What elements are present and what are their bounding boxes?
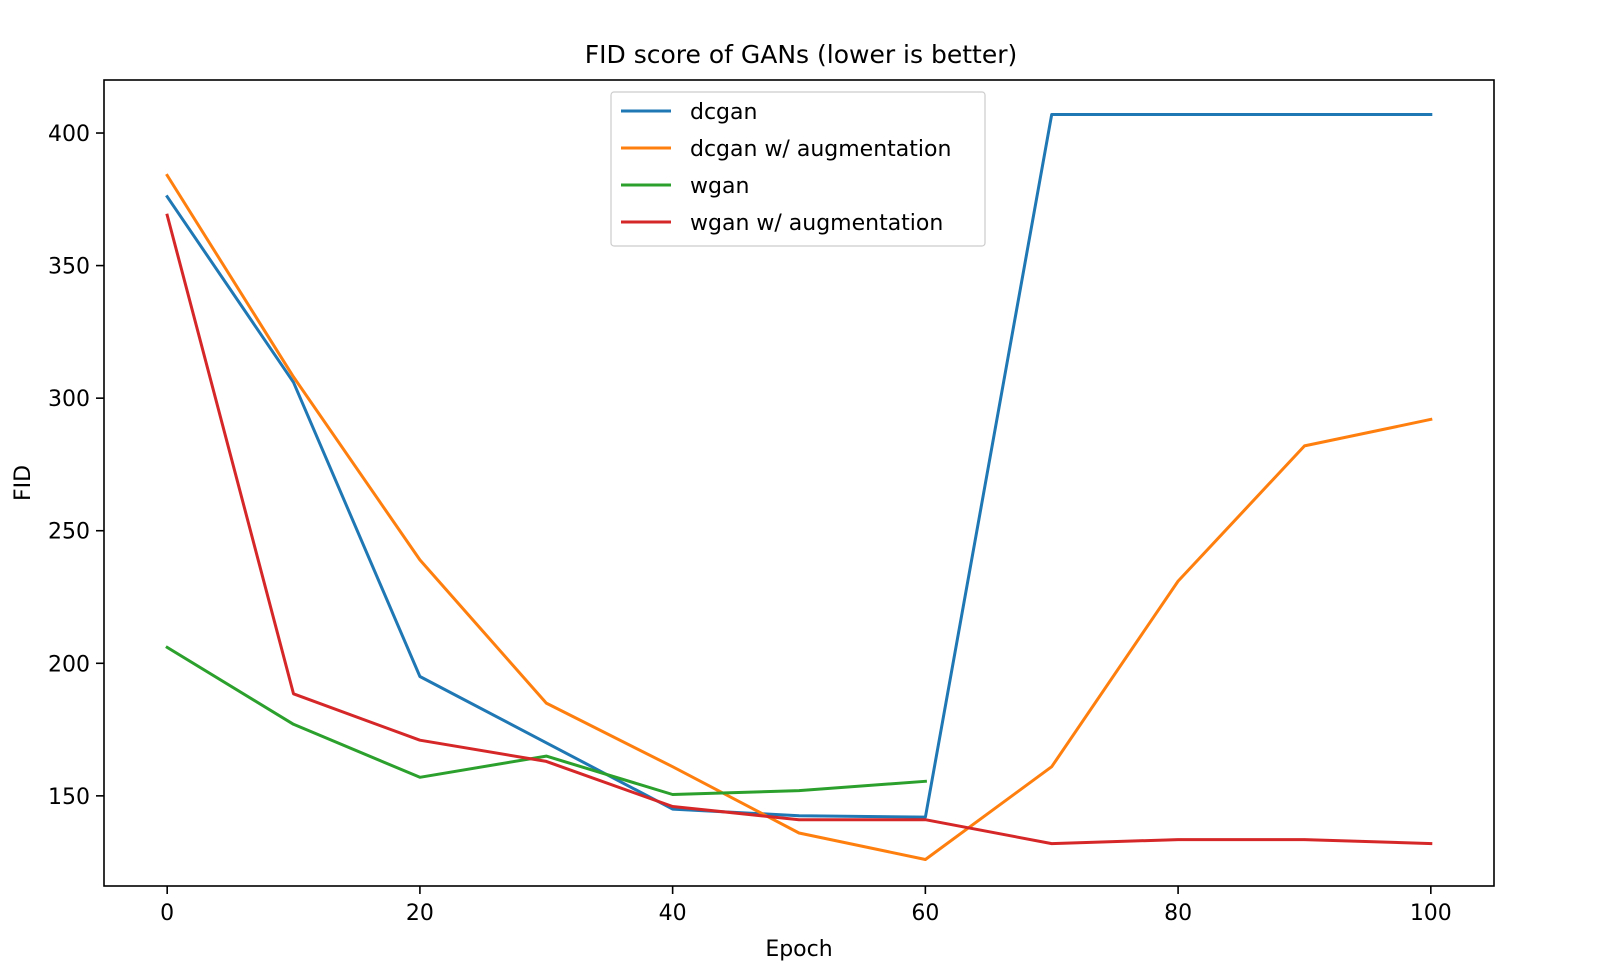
y-axis-label: FID <box>11 465 36 501</box>
x-axis-ticks: 0 20 40 60 80 100 <box>160 886 1452 926</box>
series-line-0 <box>165 113 1433 819</box>
x-tick-label: 60 <box>911 901 939 926</box>
legend-label-1: dcgan w/ augmentation <box>690 137 951 162</box>
legend-label-3: wgan w/ augmentation <box>690 211 943 236</box>
y-tick-label: 150 <box>48 785 90 810</box>
x-tick-label: 0 <box>160 901 174 926</box>
y-tick-label: 350 <box>48 255 90 280</box>
x-tick-label: 20 <box>406 901 434 926</box>
x-tick-label: 40 <box>659 901 687 926</box>
legend-frame <box>610 91 986 247</box>
x-axis-label: Epoch <box>765 937 832 962</box>
legend-entries: dcgan dcgan w/ augmentation wgan wgan w/ au… <box>621 100 951 236</box>
legend-label-0: dcgan <box>690 100 757 125</box>
y-tick-label: 200 <box>48 652 90 677</box>
series-line-1 <box>165 173 1433 861</box>
y-tick-label: 300 <box>48 387 90 412</box>
y-tick-label: 250 <box>48 520 90 545</box>
legend: dcgan dcgan w/ augmentation wgan wgan w/ au… <box>610 91 986 247</box>
y-tick-label: 400 <box>48 122 90 147</box>
series-lines <box>165 113 1433 861</box>
x-tick-label: 100 <box>1410 901 1452 926</box>
chart-title: FID score of GANs (lower is better) <box>585 40 1018 69</box>
legend-label-2: wgan <box>690 174 749 199</box>
plot-area-frame <box>103 79 1495 887</box>
y-axis-ticks: 150 200 250 300 350 400 <box>48 122 104 810</box>
series-line-2 <box>165 645 928 796</box>
x-tick-label: 80 <box>1164 901 1192 926</box>
series-line-3 <box>165 213 1433 846</box>
